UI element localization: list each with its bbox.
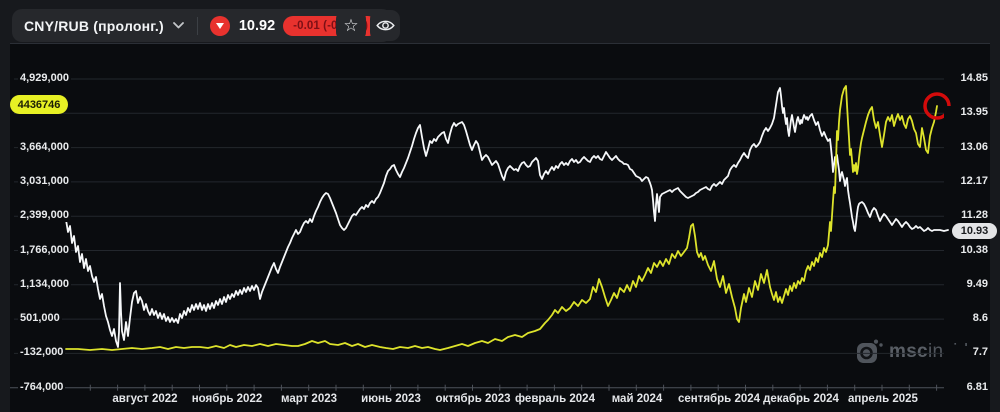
price-down-icon bbox=[209, 15, 230, 36]
chart-panel bbox=[10, 43, 990, 412]
watchlist-button[interactable] bbox=[370, 10, 400, 41]
eye-icon bbox=[375, 18, 395, 33]
white-series-badge: 10.93 bbox=[952, 223, 997, 239]
divider bbox=[196, 16, 198, 35]
yellow-series-badge: 4436746 bbox=[10, 95, 68, 114]
last-price: 10.92 bbox=[238, 17, 276, 34]
favorite-button[interactable]: ☆ bbox=[336, 10, 366, 41]
toolbar: CNY/RUB (пролонг.) 10.92 -0.01 (-0.12%) … bbox=[0, 0, 1000, 43]
star-icon: ☆ bbox=[343, 16, 359, 35]
chevron-down-icon bbox=[172, 22, 184, 29]
instrument-name: CNY/RUB (пролонг.) bbox=[24, 17, 164, 34]
